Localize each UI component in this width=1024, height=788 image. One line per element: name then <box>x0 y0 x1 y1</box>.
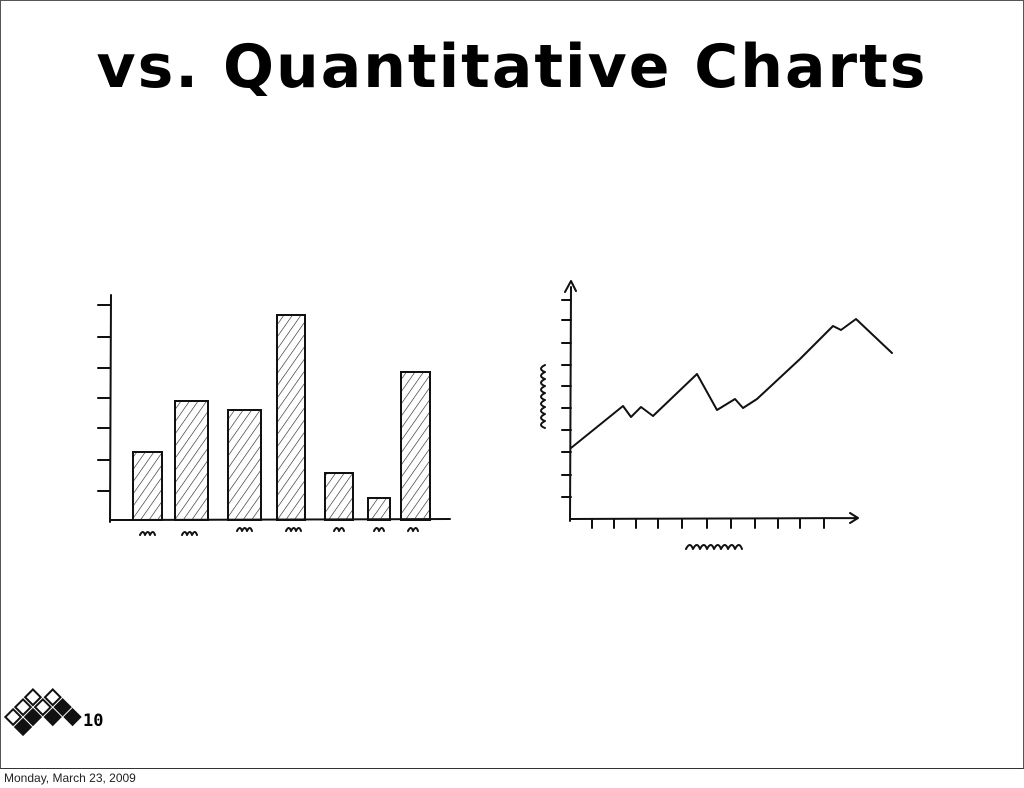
page-number: 10 <box>83 711 104 731</box>
slide-title: vs. Quantitative Charts <box>96 32 928 102</box>
footer-date: Monday, March 23, 2009 <box>4 771 136 785</box>
bar-sketch <box>97 294 451 536</box>
line-sketch <box>540 280 893 550</box>
logo <box>3 688 82 737</box>
